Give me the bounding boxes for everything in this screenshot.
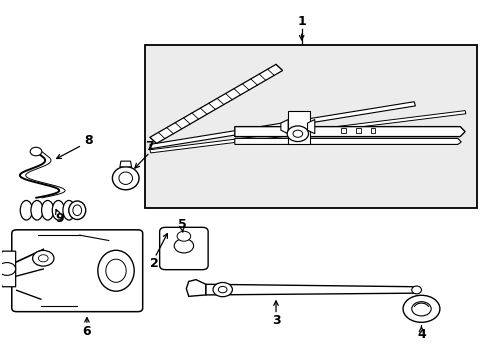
Text: 5: 5 [178, 218, 186, 231]
Text: 1: 1 [297, 15, 305, 28]
Circle shape [33, 251, 54, 266]
Text: 9: 9 [55, 212, 63, 225]
Ellipse shape [112, 167, 139, 190]
Circle shape [286, 126, 308, 141]
Ellipse shape [69, 201, 85, 220]
Polygon shape [150, 111, 465, 153]
Ellipse shape [41, 201, 54, 220]
FancyBboxPatch shape [12, 230, 142, 312]
Circle shape [292, 130, 302, 137]
Ellipse shape [73, 205, 81, 216]
Bar [145, 45, 476, 208]
Circle shape [30, 147, 42, 156]
Circle shape [177, 231, 190, 241]
Circle shape [0, 262, 16, 275]
Polygon shape [0, 251, 16, 287]
Polygon shape [234, 127, 464, 136]
Text: 3: 3 [271, 314, 280, 327]
Circle shape [402, 295, 439, 322]
Bar [370, 129, 375, 133]
FancyBboxPatch shape [159, 227, 208, 270]
Ellipse shape [31, 201, 43, 220]
Polygon shape [186, 280, 205, 296]
Ellipse shape [63, 201, 75, 220]
Circle shape [213, 283, 232, 297]
Polygon shape [120, 161, 131, 167]
Ellipse shape [98, 250, 134, 291]
Text: 8: 8 [84, 134, 93, 147]
Polygon shape [150, 102, 415, 149]
Bar [287, 111, 309, 144]
Circle shape [174, 239, 193, 253]
Ellipse shape [20, 201, 32, 220]
Bar [341, 129, 346, 133]
Polygon shape [307, 120, 314, 134]
Ellipse shape [119, 172, 132, 184]
Polygon shape [234, 138, 460, 144]
Text: 7: 7 [145, 140, 154, 153]
Circle shape [218, 287, 226, 293]
Ellipse shape [52, 201, 64, 220]
Polygon shape [205, 284, 416, 295]
Circle shape [411, 302, 430, 316]
Text: 4: 4 [416, 328, 425, 341]
Ellipse shape [105, 259, 126, 282]
Bar [355, 129, 360, 133]
Text: 6: 6 [82, 325, 91, 338]
Circle shape [39, 255, 48, 262]
Ellipse shape [411, 286, 421, 294]
Polygon shape [150, 64, 282, 143]
Text: 2: 2 [150, 257, 159, 270]
Polygon shape [280, 120, 287, 134]
